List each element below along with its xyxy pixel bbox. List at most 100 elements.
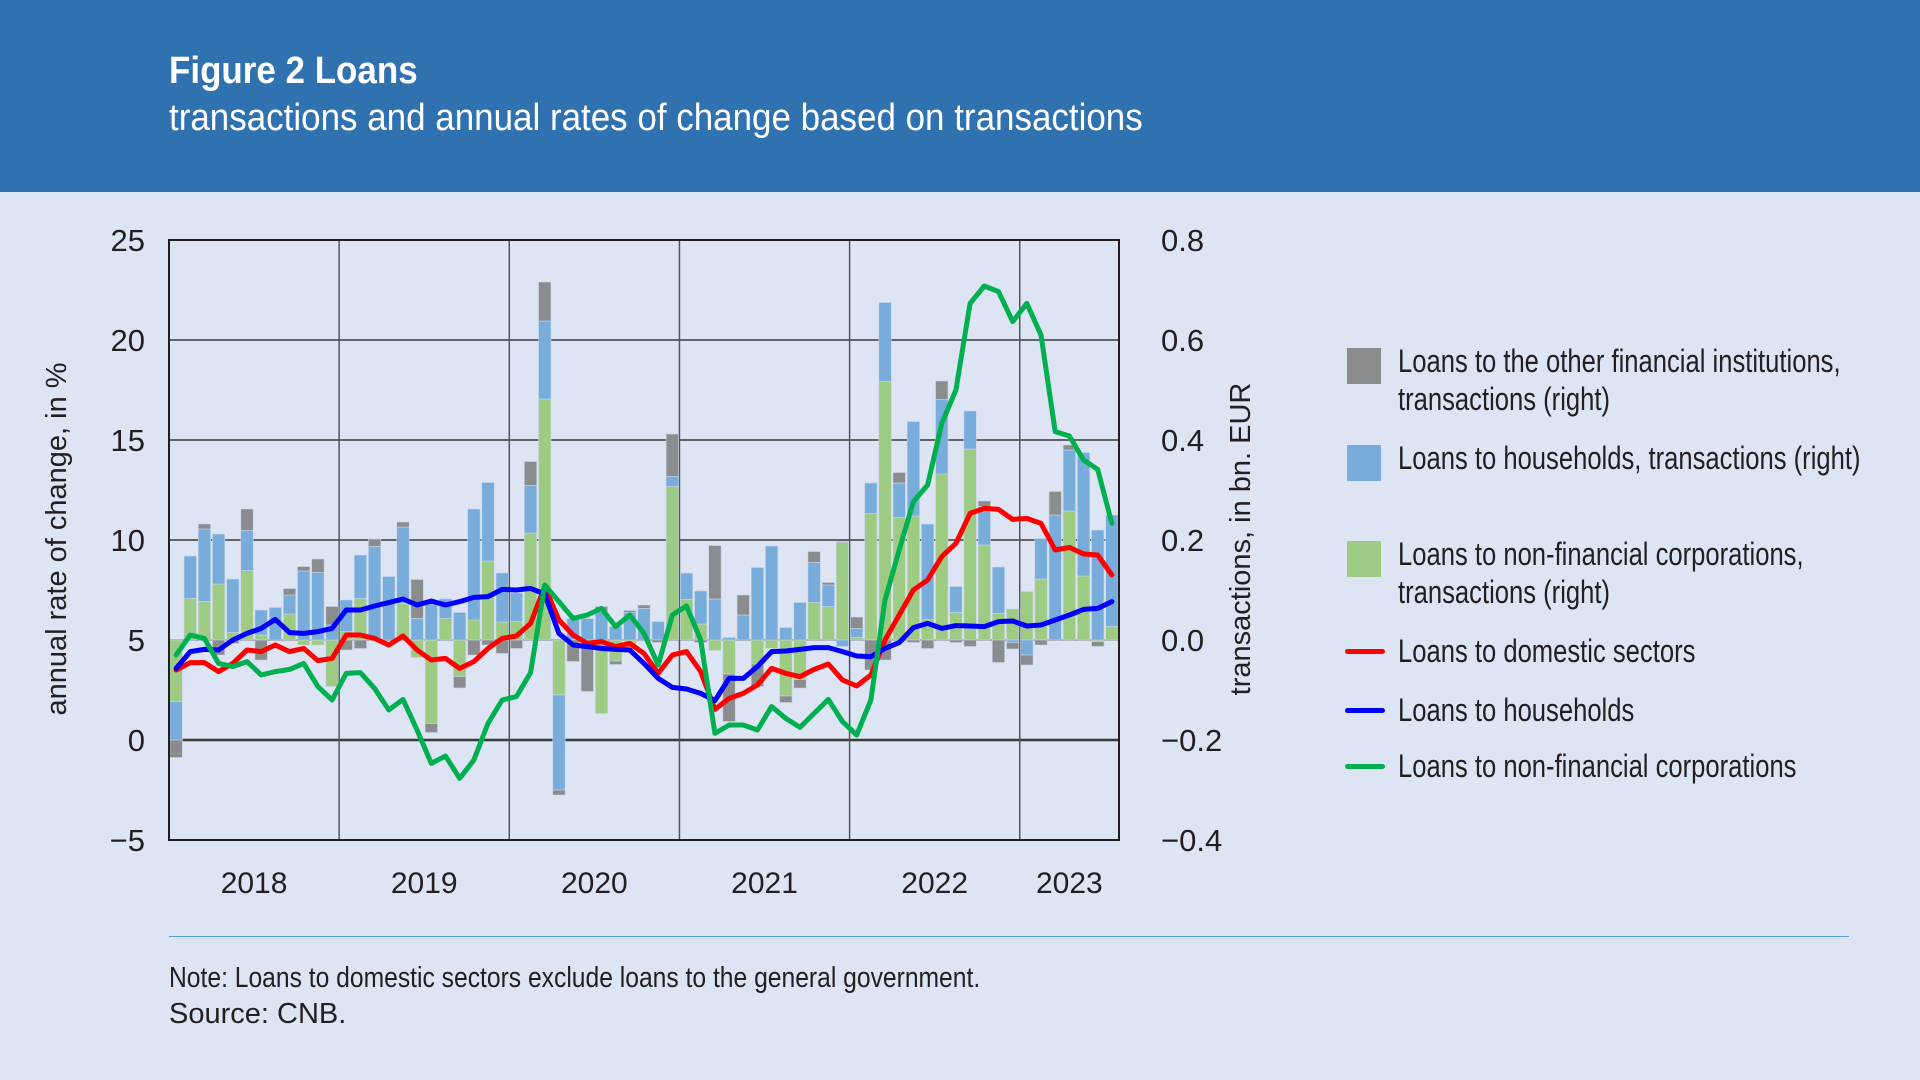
bar-segment-households	[226, 578, 240, 633]
bar-segment-nfc	[1020, 591, 1034, 641]
bar-segment-nfc	[722, 639, 736, 675]
bar-segment-households	[722, 637, 736, 641]
bar-segment-households	[793, 602, 807, 641]
bar-segment-households	[991, 566, 1005, 614]
bar-segment-nfc	[424, 639, 438, 724]
bar-segment-ofi	[708, 545, 722, 600]
bar-segment-ofi	[524, 461, 538, 486]
bar-segment-ofi	[453, 676, 467, 689]
legend-swatch-nfc	[1347, 541, 1381, 577]
bar-segment-households	[424, 603, 438, 641]
bar-segment-households	[864, 482, 878, 514]
line-households	[173, 585, 1115, 704]
footer-divider	[169, 936, 1849, 937]
bar-segment-households	[665, 476, 679, 487]
bar-segment-households	[212, 533, 226, 585]
bar-segment-ofi	[552, 789, 566, 796]
bar-segment-nfc	[991, 613, 1005, 641]
x-tick-label: 2019	[391, 867, 458, 900]
bar-segment-ofi	[850, 616, 864, 629]
bar-segment-households	[878, 302, 892, 382]
bar-segment-households	[836, 639, 850, 647]
bar-segment-ofi	[509, 639, 523, 649]
bar-segment-ofi	[169, 739, 183, 758]
y2-axis-title: transactions, in bn. EUR	[1225, 383, 1257, 696]
bar-segment-households	[1062, 449, 1076, 512]
bar-segment-ofi	[1048, 491, 1062, 516]
bar-segment-ofi	[949, 639, 963, 643]
bar-segment-households	[765, 545, 779, 641]
y-axis-title: annual rate of change, in %	[41, 362, 73, 715]
x-tick-label: 2020	[561, 867, 628, 900]
bar-segment-ofi	[368, 538, 382, 547]
y-tick-label: 25	[111, 223, 145, 258]
bar-segment-ofi	[1091, 641, 1105, 647]
bar-segment-nfc	[708, 639, 722, 651]
bar-segment-households	[906, 421, 920, 517]
bar-segment-ofi	[424, 723, 438, 733]
bar-segment-households	[680, 572, 694, 600]
bar-segment-households	[410, 618, 424, 641]
legend-label: Loans to non-financial corporations	[1398, 748, 1797, 784]
y2-tick-label: 0.6	[1161, 323, 1204, 358]
bar-segment-households	[368, 546, 382, 641]
legend-label: Loans to households, transactions (right…	[1398, 440, 1861, 476]
bar-segment-ofi	[807, 551, 821, 563]
bar-segment-nfc	[1062, 510, 1076, 641]
bar-segment-households	[509, 592, 523, 622]
bar-segment-ofi	[410, 579, 424, 619]
footer-source: Source: CNB.	[169, 998, 347, 1030]
x-tick-label: 2018	[221, 867, 288, 900]
bar-segment-ofi	[396, 521, 410, 528]
bar-segment-ofi	[311, 558, 325, 573]
legend-line-households	[1345, 708, 1385, 713]
bar-segment-ofi	[821, 582, 835, 586]
bar-segment-ofi	[977, 500, 991, 507]
bar-segment-households	[396, 526, 410, 604]
bar-segment-households	[1077, 452, 1091, 577]
bar-segment-households	[580, 618, 594, 641]
bar-segment-ofi	[1006, 642, 1020, 650]
bar-segment-ofi	[963, 639, 977, 647]
x-tick-label: 2023	[1036, 867, 1103, 900]
bar-segment-nfc	[836, 542, 850, 641]
legend-label: Loans to households	[1398, 692, 1635, 728]
figure-subtitle: transactions and annual rates of change …	[169, 97, 1143, 139]
bar-segment-households	[481, 482, 495, 562]
bar-segment-ofi	[623, 610, 637, 613]
bar-segment-ofi	[538, 281, 552, 322]
bar-segment-households	[892, 482, 906, 518]
bar-segment-nfc	[850, 637, 864, 641]
bar-segment-nfc	[807, 602, 821, 641]
bar-segment-ofi	[1034, 639, 1048, 646]
bar-segment-households	[283, 594, 297, 615]
y2-tick-label: −0.4	[1161, 823, 1222, 858]
legend-line-nfc	[1345, 764, 1385, 769]
plot-frame	[168, 239, 1120, 841]
bar-segment-ofi	[935, 380, 949, 400]
y-tick-label: 5	[128, 623, 145, 658]
bar-segment-nfc	[453, 639, 467, 677]
bar-segment-households	[850, 628, 864, 638]
y2-tick-label: −0.2	[1161, 723, 1222, 758]
legend-label: Loans to non-financial corporations, tra…	[1398, 536, 1804, 610]
bar-segment-nfc	[311, 639, 325, 646]
y2-tick-label: 0.8	[1161, 223, 1204, 258]
bar-segment-ofi	[736, 594, 750, 616]
bar-segment-households	[524, 485, 538, 534]
y-tick-label: 20	[111, 323, 145, 358]
bar-segment-households	[750, 567, 764, 641]
bar-segment-households	[736, 614, 750, 641]
bar-segment-ofi	[197, 523, 211, 530]
bar-segment-ofi	[779, 695, 793, 703]
bar-segment-nfc	[1034, 578, 1048, 641]
y2-tick-label: 0.0	[1161, 623, 1204, 658]
bar-segment-ofi	[836, 541, 850, 543]
line-nfc	[173, 283, 1115, 781]
legend-line-domestic	[1345, 649, 1385, 654]
bar-segment-ofi	[580, 639, 594, 692]
x-tick-label: 2022	[901, 867, 968, 900]
bar-segment-households	[197, 528, 211, 602]
bar-segment-nfc	[864, 513, 878, 641]
